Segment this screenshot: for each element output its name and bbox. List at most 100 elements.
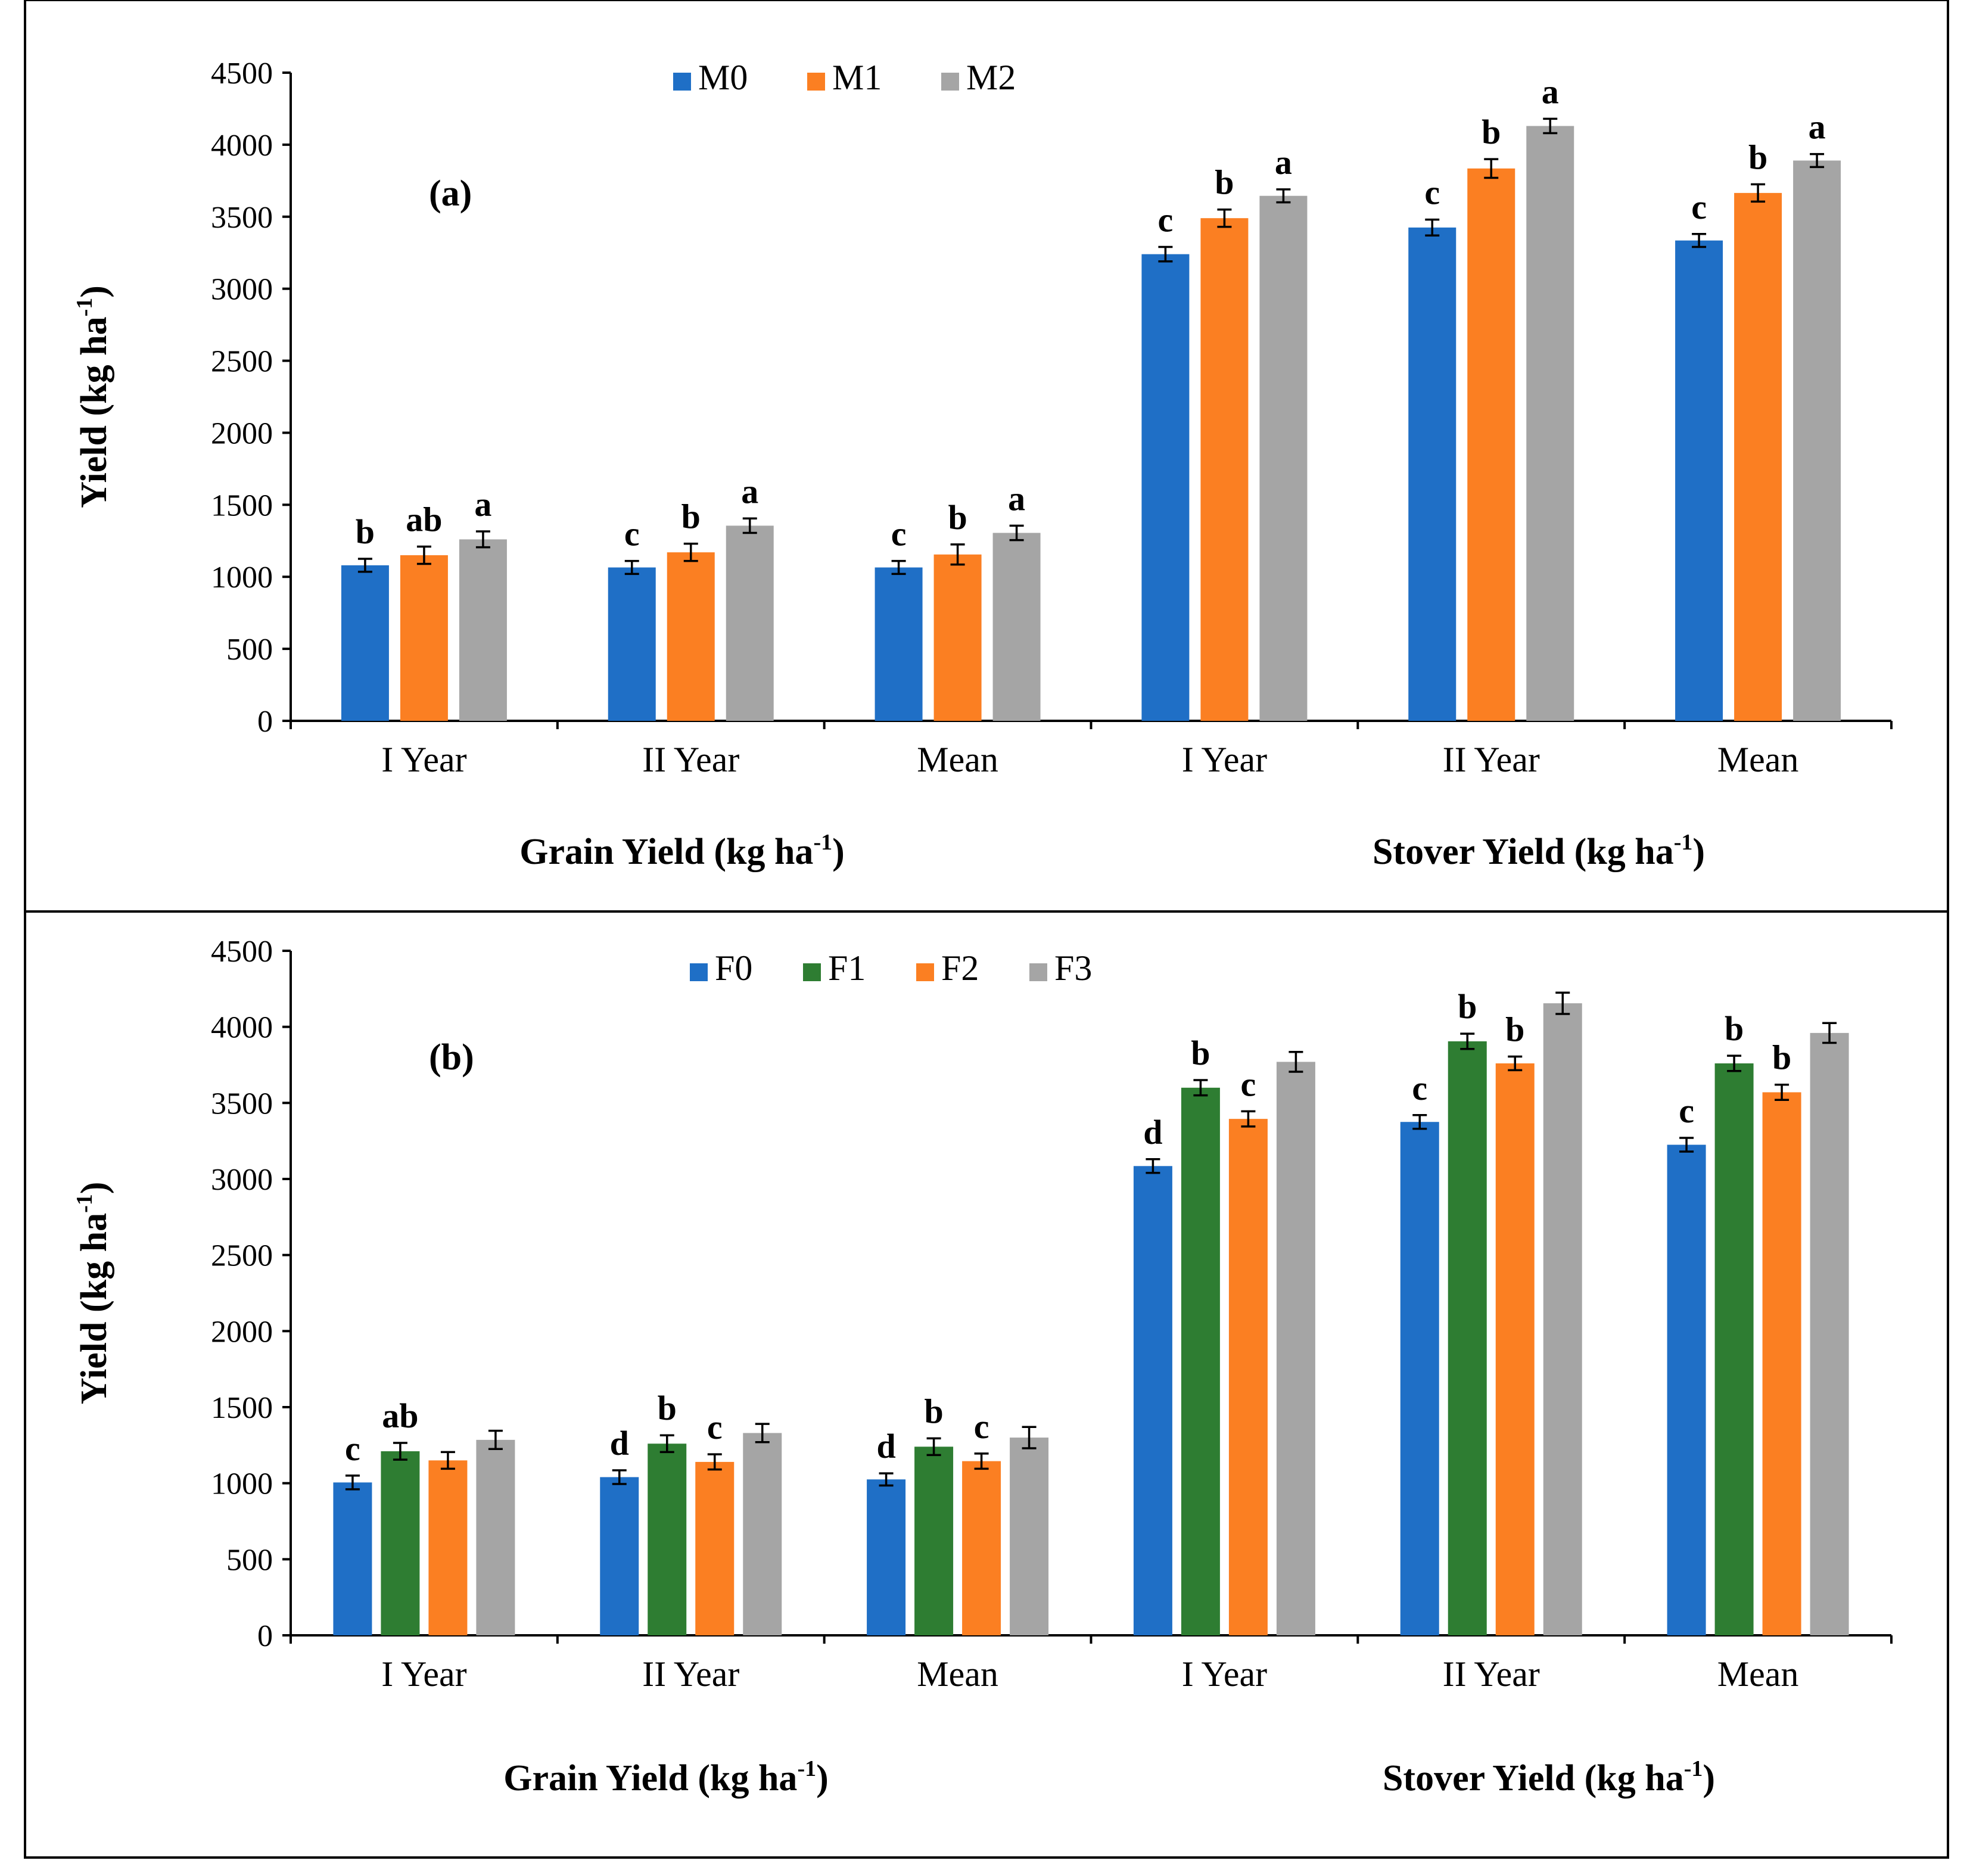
significance-letter: d [876,1427,895,1466]
legend-label: F1 [828,948,866,988]
y-tick-label: 3500 [211,1087,273,1121]
y-tick-label: 1500 [211,1391,273,1425]
bar-f3 [743,1433,782,1635]
bar-f1 [648,1443,687,1635]
y-axis-label: Yield (kg ha-1) [72,285,114,508]
x-tick-label: II Year [1443,1654,1540,1694]
y-tick-label: 500 [226,633,273,667]
bar-f1 [914,1446,954,1635]
bar-f2 [1762,1092,1801,1635]
bar-m2 [1793,160,1841,721]
y-tick-label: 500 [226,1543,273,1577]
legend-swatch [916,963,934,981]
bar-m0 [1141,254,1190,721]
significance-letter: a [1809,108,1826,147]
panel-b: 0 500 1000 1500 2000 2500 3000 3500 4000 4500 I Ye… [72,935,1893,1799]
y-tick-label: 4500 [211,57,273,91]
legend-swatch [941,73,959,91]
y-tick-label: 1500 [211,489,273,522]
significance-letter: c [707,1408,723,1446]
bar-f2 [428,1460,468,1635]
group-label: Stover Yield (kg ha-1) [1383,1756,1715,1799]
legend-swatch [1029,963,1047,981]
bar-m0 [341,565,389,721]
y-tick-label: 3500 [211,201,273,235]
significance-letter: a [1542,72,1559,111]
y-tick-label: 3000 [211,273,273,307]
legend-label: M0 [698,58,748,97]
x-tick-label: I Year [381,1654,466,1694]
significance-letter: ab [406,500,442,539]
bar-f3 [1010,1438,1049,1635]
bar-f1 [381,1451,420,1635]
significance-letter: c [1158,201,1174,239]
significance-letter: d [1143,1113,1162,1152]
significance-letter: b [924,1392,943,1430]
bar-f2 [1495,1063,1535,1635]
bar-f0 [1400,1122,1439,1635]
legend-swatch [690,963,708,981]
y-tick-label: 4000 [211,1011,273,1045]
significance-letter: d [610,1424,629,1463]
significance-letter: b [1482,113,1501,151]
significance-letter: c [1412,1069,1427,1107]
x-tick-label: I Year [1182,1654,1267,1694]
x-tick-label: Mean [917,1654,998,1694]
significance-letter: b [1191,1034,1210,1072]
y-axis-label: Yield (kg ha-1) [72,1182,114,1405]
figure-frame [24,0,1949,1859]
bar-f3 [476,1439,515,1635]
legend-swatch [803,963,821,981]
bar-m1 [1200,218,1249,721]
bar-f1 [1714,1063,1754,1635]
y-tick-label: 2500 [211,1239,273,1273]
group-label: Stover Yield (kg ha-1) [1373,830,1705,872]
x-tick-label: II Year [642,740,739,779]
significance-letter: b [1772,1038,1791,1077]
bar-f2 [695,1461,735,1635]
significance-letter: c [1691,188,1707,226]
bar-m0 [608,567,656,721]
group-label: Grain Yield (kg ha-1) [503,1756,829,1799]
bar-f3 [1276,1062,1315,1635]
bar-f0 [333,1482,372,1635]
y-tick-label: 0 [257,705,273,739]
group-label: Grain Yield (kg ha-1) [519,830,845,872]
significance-letter: b [1505,1010,1524,1049]
significance-letter: a [474,485,491,524]
x-tick-label: Mean [1717,1654,1799,1694]
significance-letter: a [741,472,758,511]
legend-swatch [807,73,825,91]
significance-letter: c [1424,173,1440,212]
significance-letter: c [345,1429,360,1468]
panel-a: 0 500 1000 1500 2000 2500 3000 3500 4000 4500 I Ye… [72,57,1893,872]
legend-label: M1 [832,58,882,97]
significance-letter: a [1008,479,1025,518]
significance-letter: c [1679,1091,1694,1130]
bar-f0 [1133,1166,1172,1635]
x-tick-label: II Year [642,1654,739,1694]
significance-letter: b [1725,1009,1744,1048]
bar-m1 [400,555,448,721]
bar-m0 [1408,227,1457,721]
bar-f1 [1448,1041,1487,1635]
significance-letter: b [948,498,967,537]
y-tick-label: 1000 [211,1467,273,1501]
y-tick-label: 2500 [211,345,273,379]
bar-f0 [600,1477,639,1635]
bar-f3 [1810,1032,1849,1635]
bar-m2 [459,539,507,721]
y-tick-label: 1000 [211,561,273,595]
significance-letter: b [658,1389,677,1427]
y-tick-label: 2000 [211,416,273,450]
significance-letter: b [1748,138,1767,176]
legend-swatch [673,73,691,91]
y-tick-label: 4500 [211,935,273,969]
y-tick-label: 3000 [211,1163,273,1197]
bar-m1 [1734,192,1782,721]
legend-label: F0 [715,948,752,988]
bar-m0 [1675,240,1723,721]
x-tick-label: I Year [1182,740,1267,779]
